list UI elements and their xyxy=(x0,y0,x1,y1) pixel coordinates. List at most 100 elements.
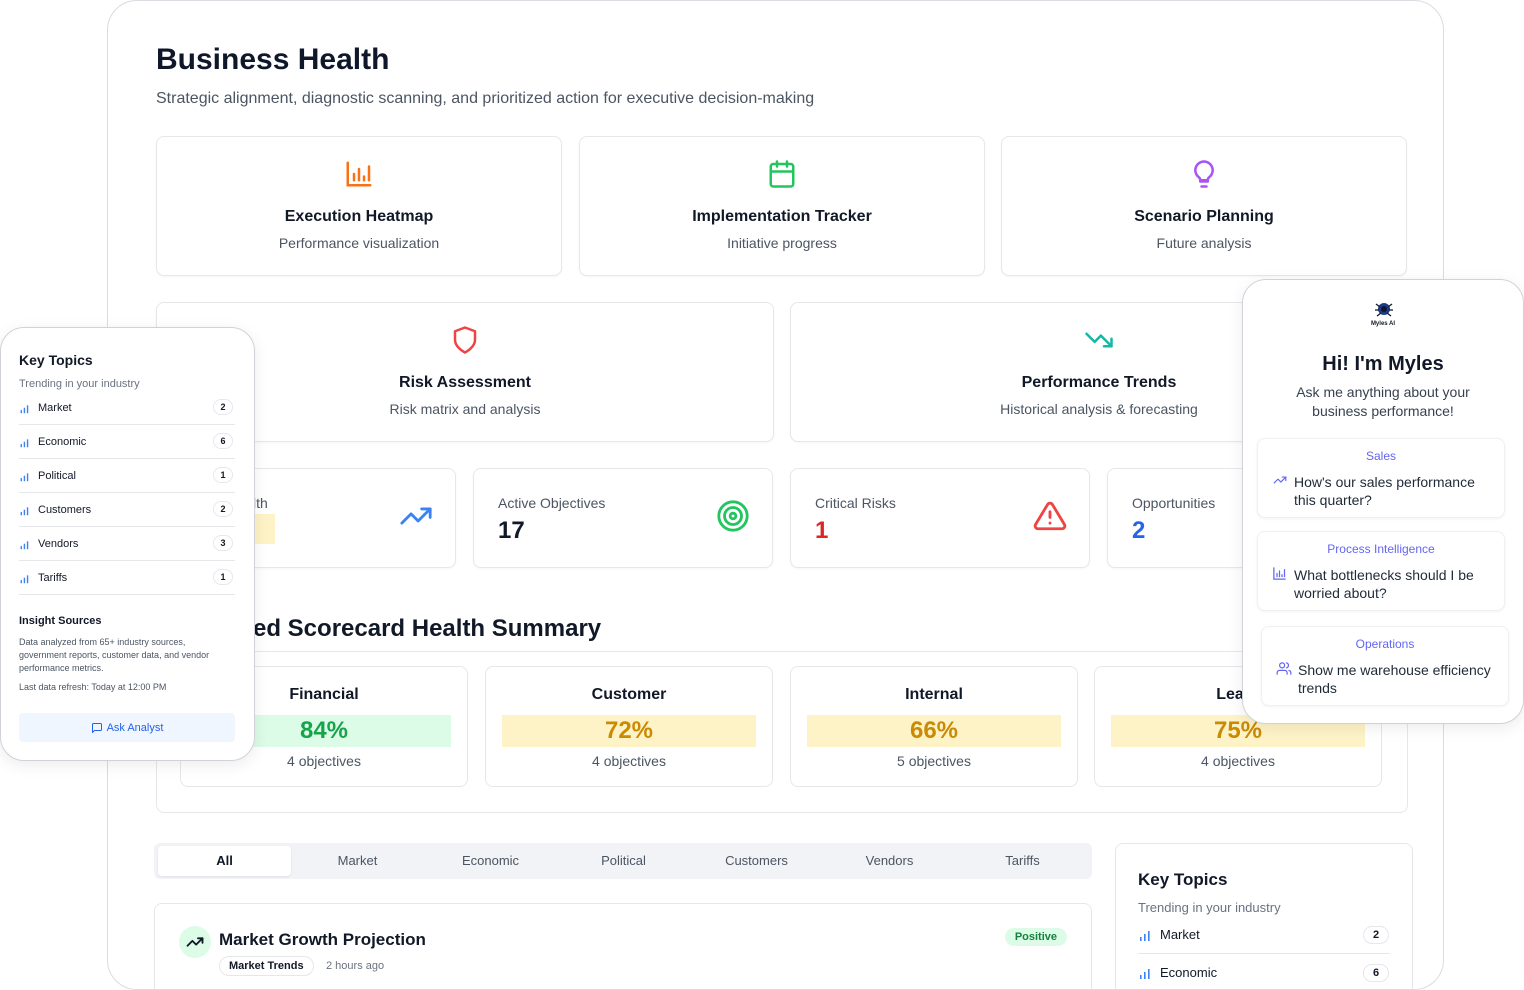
divider xyxy=(1138,953,1390,954)
scorecard-objectives: 4 objectives xyxy=(1201,753,1275,769)
suggestion-sales[interactable]: Sales How's our sales performance this q… xyxy=(1257,438,1505,518)
topic-label: Customers xyxy=(38,504,92,516)
shield-icon xyxy=(453,326,477,354)
tab-market[interactable]: Market xyxy=(337,853,378,868)
topic-item-market[interactable]: Market 2 xyxy=(19,398,235,418)
topic-label: Market xyxy=(38,402,72,414)
signal-bars-icon xyxy=(20,404,29,413)
insight-sources-text: Data analyzed from 65+ industry sources,… xyxy=(19,637,210,673)
signal-bars-icon xyxy=(20,472,29,481)
topic-item-economic[interactable]: Economic xyxy=(1138,965,1217,980)
metric-label: Active Objectives xyxy=(498,495,606,511)
myles-logo-text: Myles AI xyxy=(1370,321,1396,327)
scorecard-customer[interactable]: Customer 72% 4 objectives xyxy=(485,666,773,787)
nav-card-execution-heatmap[interactable]: Execution Heatmap Performance visualizat… xyxy=(156,136,562,276)
suggestion-process-intelligence[interactable]: Process Intelligence What bottlenecks sh… xyxy=(1257,531,1505,611)
topic-item-economic[interactable]: Economic 6 xyxy=(19,432,235,452)
topic-item-customers[interactable]: Customers 2 xyxy=(19,500,235,520)
tab-economic[interactable]: Economic xyxy=(461,853,520,868)
topic-item-market[interactable]: Market xyxy=(1138,927,1200,942)
signal-bars-icon xyxy=(20,574,29,583)
topic-item-vendors[interactable]: Vendors 3 xyxy=(19,534,235,554)
trending-up-icon xyxy=(1272,473,1288,492)
metric-value: 1 xyxy=(815,517,829,544)
divider xyxy=(19,526,235,527)
tab-all[interactable]: All xyxy=(158,846,291,876)
divider xyxy=(19,594,235,595)
suggestion-question: What bottlenecks should I be worried abo… xyxy=(1294,567,1474,601)
ask-analyst-button[interactable]: Ask Analyst xyxy=(19,713,235,742)
metric-label: lth xyxy=(253,495,268,511)
status-badge: Positive xyxy=(1004,928,1067,946)
topic-label: Tariffs xyxy=(38,572,68,584)
suggestion-category: Process Intelligence xyxy=(1327,542,1435,556)
suggestion-question: Show me warehouse efficiency trends xyxy=(1298,662,1491,696)
users-icon xyxy=(1276,661,1292,681)
scorecard-objectives: 5 objectives xyxy=(897,753,971,769)
tab-customers[interactable]: Customers xyxy=(725,853,788,868)
topic-count: 1 xyxy=(213,467,233,483)
nav-card-implementation-tracker[interactable]: Implementation Tracker Initiative progre… xyxy=(579,136,985,276)
tab-tariffs[interactable]: Tariffs xyxy=(1005,853,1040,868)
lightbulb-icon xyxy=(1194,160,1214,188)
divider xyxy=(19,492,235,493)
key-topics-title: Key Topics xyxy=(1138,870,1228,889)
key-topics-subtitle: Trending in your industry xyxy=(1138,900,1281,915)
suggestion-operations[interactable]: Operations Show me warehouse efficiency … xyxy=(1261,626,1509,706)
signal-bars-icon xyxy=(20,540,29,549)
myles-logo-icon xyxy=(1373,298,1395,320)
topic-label: Vendors xyxy=(38,538,79,550)
nav-card-scenario-planning[interactable]: Scenario Planning Future analysis xyxy=(1001,136,1407,276)
suggestion-question: How's our sales performance this quarter… xyxy=(1294,474,1475,508)
topic-label: Economic xyxy=(38,436,87,448)
metric-label: Critical Risks xyxy=(815,495,896,511)
insight-card[interactable]: Market Growth Projection Market Trends 2… xyxy=(154,903,1092,989)
insight-time: 2 hours ago xyxy=(326,960,385,972)
target-icon xyxy=(716,499,750,538)
nav-card-title: Implementation Tracker xyxy=(692,208,872,225)
nav-card-risk-assessment[interactable]: Risk Assessment Risk matrix and analysis xyxy=(156,302,774,442)
scorecard-objectives: 4 objectives xyxy=(287,753,361,769)
divider xyxy=(19,424,235,425)
suggestion-category: Sales xyxy=(1365,449,1397,463)
topic-tabs: All Market Economic Political Customers … xyxy=(154,843,1092,879)
bar-chart-icon xyxy=(346,161,372,187)
trending-up-icon xyxy=(179,926,211,958)
trending-down-icon xyxy=(1085,332,1113,348)
topic-item-tariffs[interactable]: Tariffs 1 xyxy=(19,568,235,588)
topic-label: Political xyxy=(38,470,76,482)
metric-value: 2 xyxy=(1132,517,1146,544)
divider xyxy=(19,560,235,561)
insight-title: Market Growth Projection xyxy=(219,930,426,949)
message-square-icon xyxy=(91,722,102,733)
nav-card-title: Risk Assessment xyxy=(399,374,531,391)
nav-card-title: Execution Heatmap xyxy=(284,208,434,225)
dashboard-frame: Business Health Strategic alignment, dia… xyxy=(107,0,1444,990)
key-topics-subtitle: Trending in your industry xyxy=(19,378,140,390)
divider xyxy=(19,458,235,459)
topic-count: 3 xyxy=(213,535,233,551)
key-topics-panel: Key Topics Trending in your industry Mar… xyxy=(1115,843,1413,989)
topic-item-political[interactable]: Political 1 xyxy=(19,466,235,486)
topic-label: Economic xyxy=(1160,965,1218,980)
topic-count: 2 xyxy=(213,399,233,415)
ask-analyst-label: Ask Analyst xyxy=(106,721,164,734)
scorecard-internal[interactable]: Internal 66% 5 objectives xyxy=(790,666,1078,787)
metric-card-active-objectives: Active Objectives 17 xyxy=(473,468,773,568)
topic-count: 1 xyxy=(213,569,233,585)
tab-vendors[interactable]: Vendors xyxy=(865,853,914,868)
scorecard-percent: 66% xyxy=(807,715,1061,747)
tab-political[interactable]: Political xyxy=(601,853,646,868)
scorecard-name: Internal xyxy=(905,686,963,703)
nav-card-subtitle: Risk matrix and analysis xyxy=(389,401,541,417)
topic-count: 2 xyxy=(1363,926,1389,944)
key-topics-title: Key Topics xyxy=(19,352,93,368)
insight-tag: Market Trends xyxy=(219,956,314,976)
scorecard-name: Financial xyxy=(289,686,359,703)
topic-label: Market xyxy=(1160,927,1200,942)
assistant-greeting: Hi! I'm Myles xyxy=(1322,353,1444,375)
topic-count: 6 xyxy=(1363,964,1389,982)
trending-up-icon xyxy=(399,499,433,538)
signal-bars-icon xyxy=(1140,930,1150,941)
topic-count: 2 xyxy=(213,501,233,517)
